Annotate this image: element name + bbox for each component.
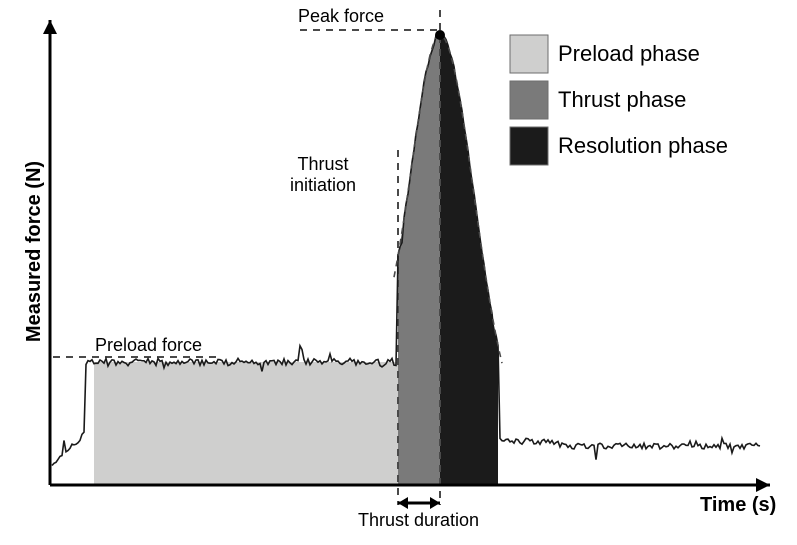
peak-force-label: Peak force: [298, 6, 384, 27]
thrust-duration-arrow-left: [398, 497, 408, 509]
resolution-phase-area: [440, 35, 498, 485]
preload-phase-area: [94, 362, 370, 485]
thrust-duration-arrow-right: [430, 497, 440, 509]
preload-phase-area-ext: [370, 362, 398, 485]
x-axis-label: Time (s): [700, 494, 776, 517]
legend-swatch-1: [510, 81, 548, 119]
legend-swatch-0: [510, 35, 548, 73]
force-time-chart: [0, 0, 797, 545]
legend-item-2-label: Resolution phase: [558, 133, 728, 159]
peak-force-dot: [435, 30, 445, 40]
legend-swatch-2: [510, 127, 548, 165]
preload-force-label: Preload force: [95, 335, 202, 356]
legend-item-1-label: Thrust phase: [558, 87, 686, 113]
y-axis-label: Measured force (N): [23, 161, 46, 342]
legend-item-0-label: Preload phase: [558, 41, 700, 67]
thrust-phase-area: [398, 35, 440, 485]
thrust-initiation-label: Thrust initiation: [290, 154, 356, 195]
thrust-duration-label: Thrust duration: [358, 510, 479, 531]
y-axis-arrow: [43, 20, 57, 34]
x-axis-arrow: [756, 478, 770, 492]
